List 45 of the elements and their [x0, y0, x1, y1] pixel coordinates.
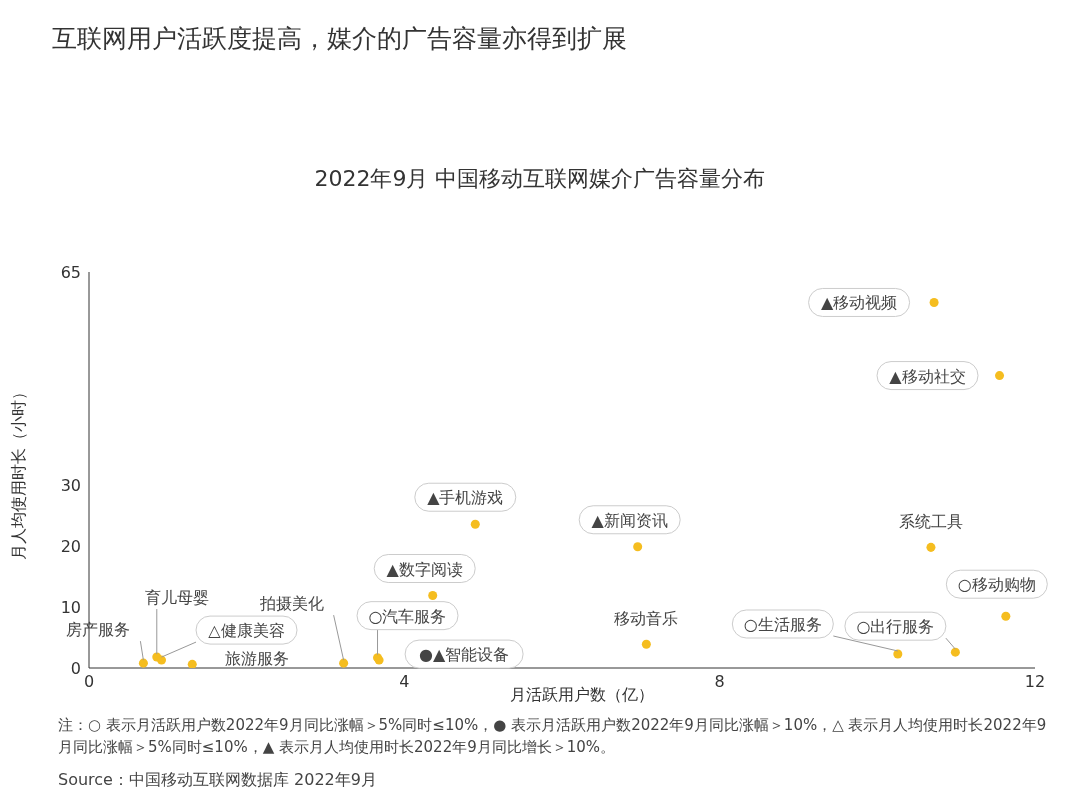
point — [138, 658, 148, 668]
point — [187, 659, 197, 668]
x-tick-label: 0 — [83, 672, 95, 692]
annotation: 育儿母婴 — [144, 588, 209, 608]
y-tick-label: 10 — [60, 597, 81, 617]
annotation: ▲新闻资讯 — [591, 510, 668, 530]
chart-title: 互联网用户活跃度提高，媒介的广告容量亦得到扩展 — [52, 23, 627, 55]
point — [1001, 611, 1011, 621]
y-tick-label: 0 — [70, 658, 81, 678]
x-tick-label: 12 — [1024, 672, 1046, 692]
point — [157, 655, 167, 665]
annotation: ●▲智能设备 — [418, 645, 510, 665]
x-tick-label: 8 — [714, 672, 725, 692]
point — [926, 542, 936, 552]
point — [339, 658, 349, 668]
y-axis-title: 月人均使用时长（小时） — [8, 384, 28, 560]
chart-subtitle: 2022年9月 中国移动互联网媒介广告容量分布 — [313, 165, 767, 193]
annotation: △健康美容 — [208, 621, 285, 641]
annotation: 系统工具 — [898, 512, 963, 532]
annotation: ○移动购物 — [957, 575, 1036, 595]
annotation: ▲移动视频 — [820, 293, 898, 313]
point — [641, 639, 651, 649]
x-axis-title: 月活跃用户数（亿） — [510, 685, 654, 704]
annotation: ▲数字阅读 — [386, 559, 463, 579]
x-tick-label: 4 — [399, 672, 410, 692]
source-note: Source：中国移动互联网数据库 2022年9月 — [58, 770, 377, 791]
y-tick-label: 20 — [60, 536, 81, 556]
point — [929, 297, 939, 307]
point — [428, 591, 438, 601]
annotation: 旅游服务 — [225, 649, 290, 669]
annotation: ▲手机游戏 — [427, 488, 504, 508]
annotation: ○汽车服务 — [368, 606, 447, 626]
annotation: 移动音乐 — [614, 609, 679, 629]
point — [470, 519, 480, 529]
y-tick-label: 30 — [60, 475, 81, 495]
annotation: 拍摄美化 — [258, 594, 324, 614]
y-tick-label: 65 — [60, 262, 81, 282]
annotation: ○出行服务 — [856, 617, 935, 637]
text: 注：○ 表示月活跃用户数2022年9月同比涨幅＞5%同时≤10%，● 表示月活跃用户数2022年9月同比涨幅＞10%，△ 表示月人均使用时长2022年9月同比涨幅＞5%同时≤10%，▲ 表示月人均使用时长2022年9月同比增长＞10%。 — [58, 715, 1048, 758]
point — [950, 647, 960, 657]
annotation: 房产服务 — [66, 620, 131, 640]
point — [633, 542, 643, 552]
annotation: ○生活服务 — [743, 614, 822, 634]
point — [995, 371, 1005, 381]
annotation: ▲移动社交 — [889, 366, 966, 386]
